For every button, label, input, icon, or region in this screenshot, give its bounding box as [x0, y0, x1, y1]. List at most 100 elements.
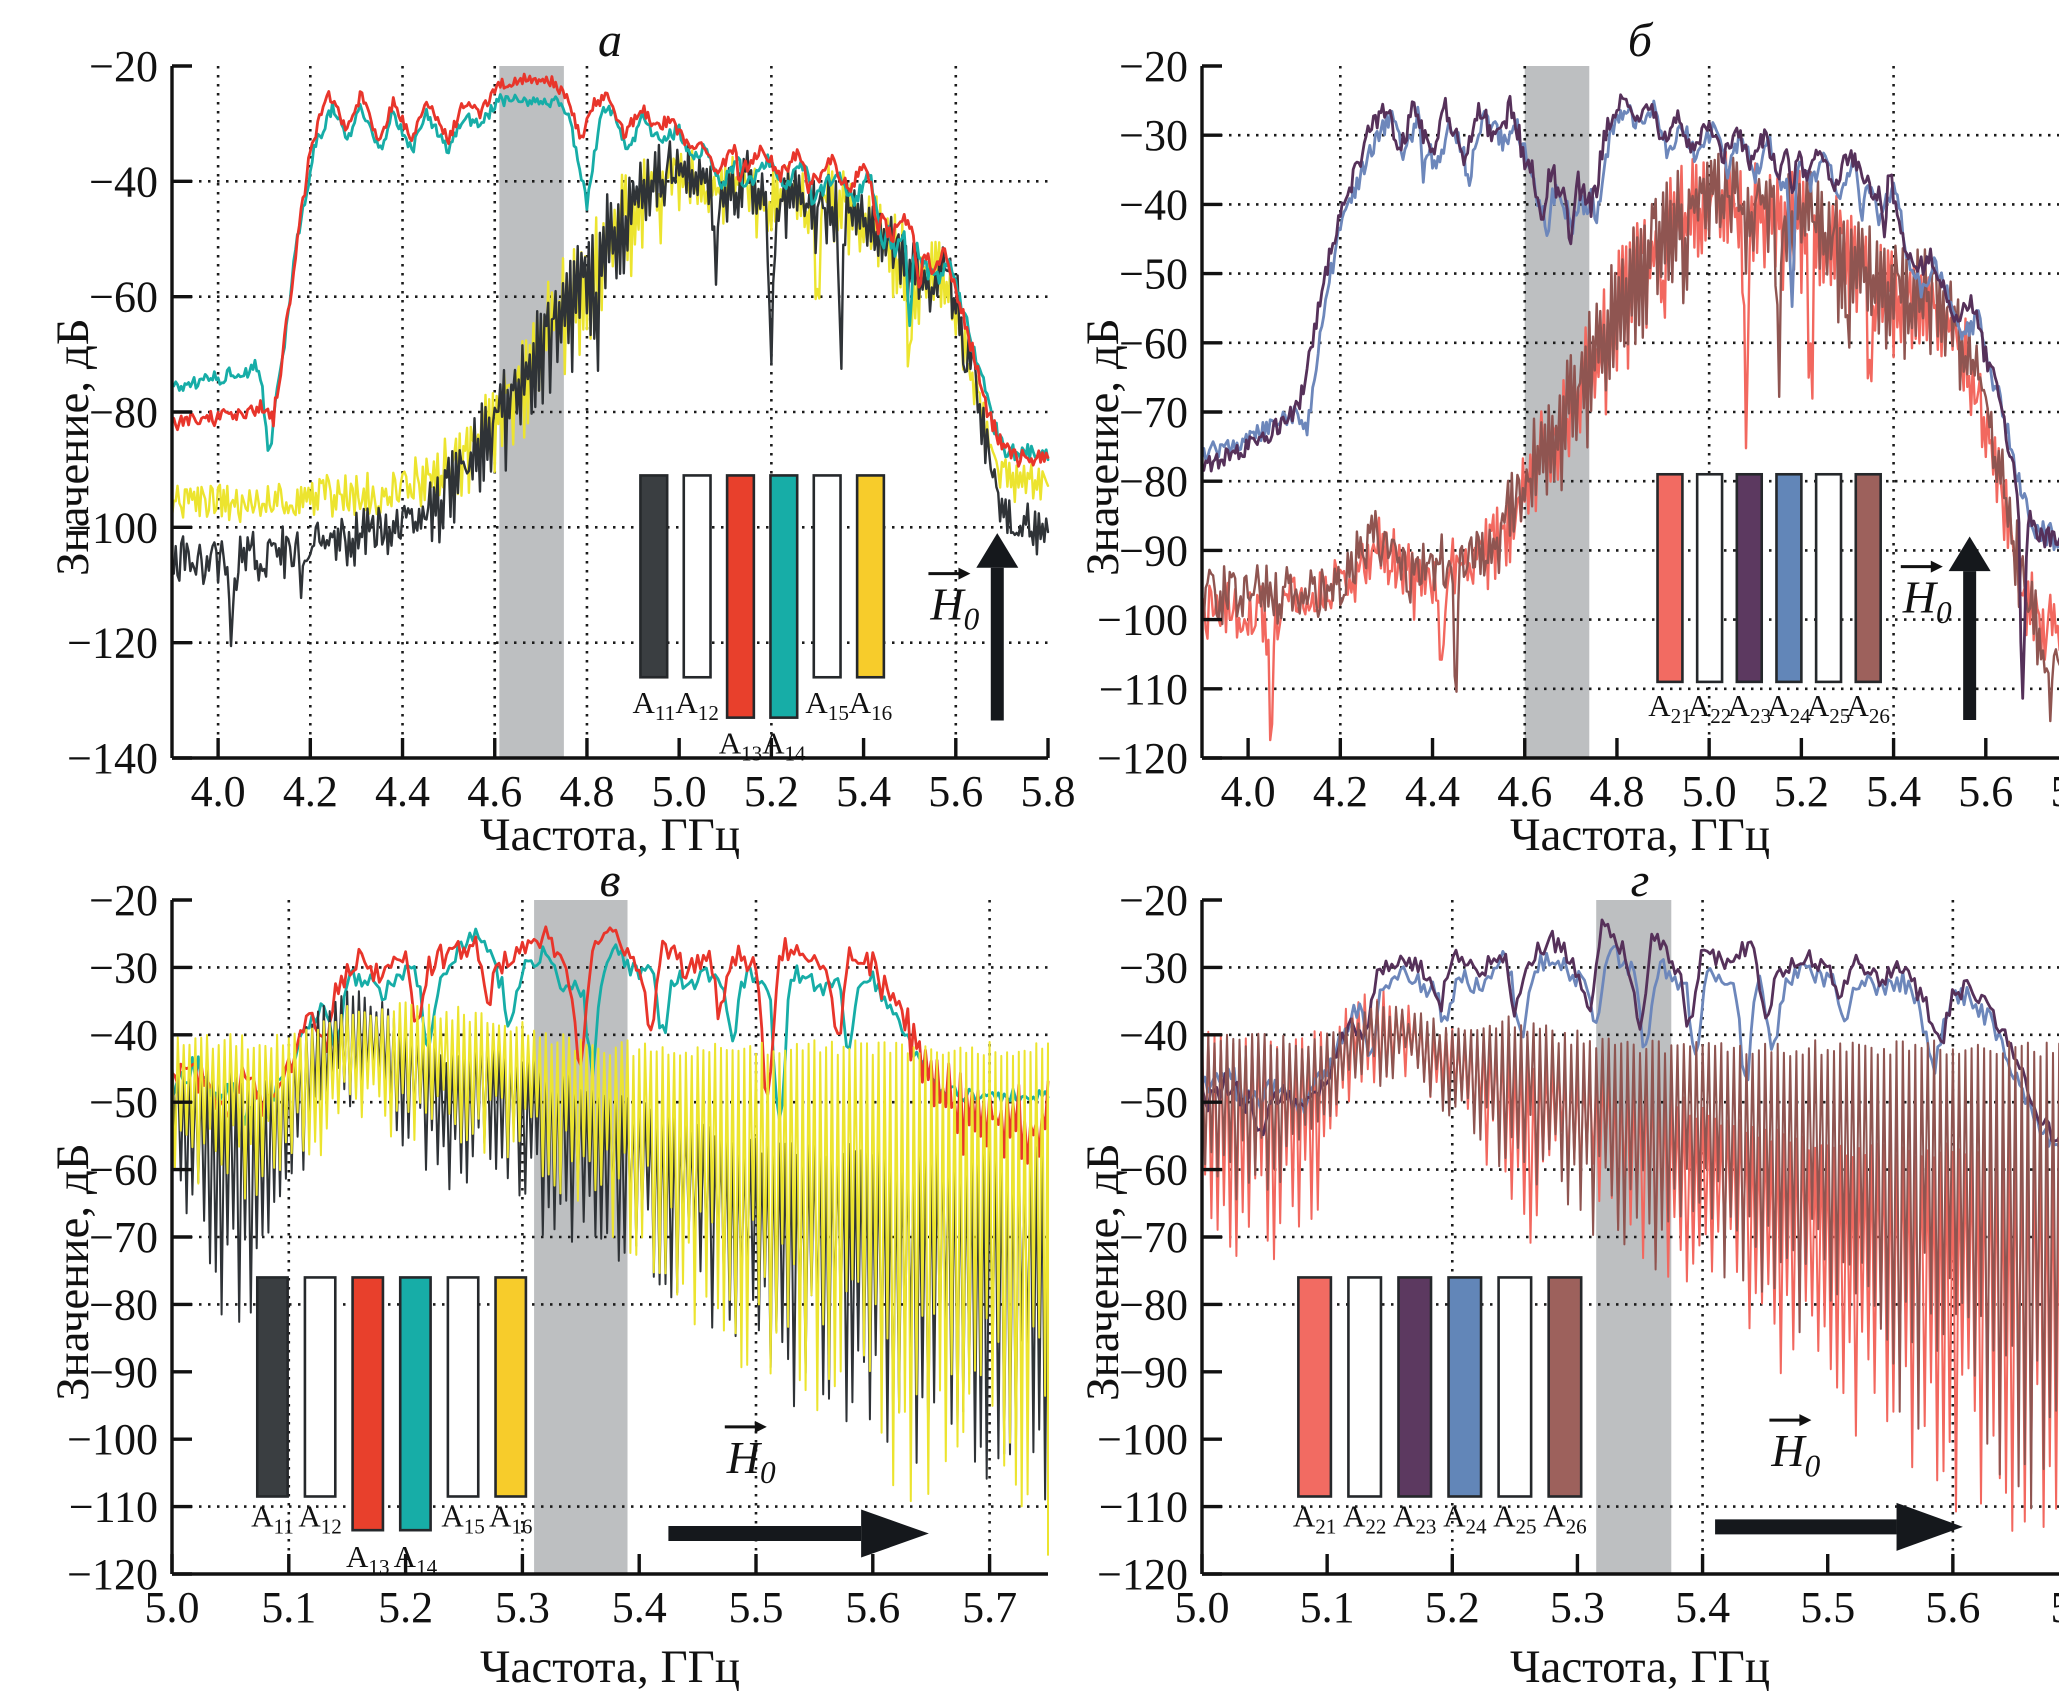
h0-arrow-head — [1897, 1503, 1963, 1551]
y-tick-label: −120 — [67, 1550, 158, 1599]
legend-label-A14: A14 — [394, 1539, 438, 1579]
x-tick-label: 5.1 — [1300, 1583, 1355, 1632]
h0-arrow-head — [1949, 537, 1991, 572]
h0-vector-head — [1799, 1414, 1811, 1426]
axes — [1202, 66, 2059, 758]
x-tick-label: 5.3 — [1550, 1583, 1605, 1632]
y-axis-title: Значение, дБ — [1076, 318, 1130, 576]
y-tick-label: −30 — [1119, 943, 1188, 992]
legend-label-A15: A15 — [441, 1499, 484, 1539]
legend-label-A26: A26 — [1543, 1499, 1586, 1539]
legend-label-A11: A11 — [251, 1499, 294, 1539]
h0-arrow: H0 — [668, 1421, 928, 1558]
y-tick-label: −110 — [1099, 665, 1188, 714]
legend-label-A21: A21 — [1293, 1499, 1336, 1539]
panel-b-plot: 4.04.24.44.64.85.05.25.45.65.8−20−30−40−… — [1070, 16, 2059, 855]
y-tick-label: −40 — [89, 1011, 158, 1060]
legend-bar-A16 — [496, 1277, 526, 1496]
panel-g: г 5.05.15.25.35.45.55.65.7−20−30−40−50−6… — [1070, 856, 2059, 1695]
y-tick-label: −50 — [1119, 250, 1188, 299]
x-tick-label: 5.2 — [1425, 1583, 1480, 1632]
h0-arrow-head — [976, 533, 1018, 568]
legend-label-A24: A24 — [1443, 1499, 1487, 1539]
legend-label-A22: A22 — [1343, 1499, 1386, 1539]
legend-label-A22: A22 — [1688, 688, 1731, 728]
legend-label-A16: A16 — [489, 1499, 532, 1539]
y-tick-label: −140 — [67, 734, 158, 783]
y-tick-label: −60 — [89, 273, 158, 322]
legend-bar-A25 — [1816, 474, 1841, 682]
y-tick-label: −120 — [67, 619, 158, 668]
legend-label-A25: A25 — [1493, 1499, 1536, 1539]
x-tick-label: 5.6 — [1925, 1583, 1980, 1632]
h0-vector-head — [755, 1421, 767, 1433]
x-axis-title: Частота, ГГц — [1202, 1640, 2059, 1694]
y-tick-label: −20 — [89, 876, 158, 925]
h0-arrow-head — [861, 1510, 929, 1558]
y-tick-label: −40 — [89, 157, 158, 206]
y-tick-label: −100 — [1097, 1415, 1188, 1464]
y-tick-label: −100 — [67, 1415, 158, 1464]
h0-vector-head — [958, 568, 970, 580]
y-tick-label: −110 — [1099, 1483, 1188, 1532]
h0-label: H0 — [726, 1432, 776, 1490]
y-tick-label: −50 — [1119, 1078, 1188, 1127]
legend-bar-A21 — [1298, 1277, 1331, 1496]
legend-bar-A14 — [770, 475, 797, 717]
y-tick-label: −100 — [1097, 596, 1188, 645]
legend-label-A26: A26 — [1846, 688, 1889, 728]
gridlines — [1202, 66, 2059, 758]
y-axis-title: Значение, дБ — [46, 318, 100, 576]
legend-bar-A16 — [857, 475, 884, 677]
legend-label-A24: A24 — [1767, 688, 1811, 728]
legend-label-A15: A15 — [805, 685, 848, 725]
y-axis-title: Значение, дБ — [1076, 1143, 1130, 1401]
y-tick-label: −30 — [89, 943, 158, 992]
legend-label-A16: A16 — [849, 685, 892, 725]
gridlines — [172, 66, 1048, 758]
legend-bar-A15 — [814, 475, 841, 677]
legend-label-A11: A11 — [632, 685, 675, 725]
legend-label-A14: A14 — [762, 726, 806, 766]
y-tick-label: −20 — [1119, 876, 1188, 925]
legend-bar-A24 — [1449, 1277, 1482, 1496]
legend-bar-A25 — [1499, 1277, 1532, 1496]
x-tick-label: 5.6 — [845, 1583, 900, 1632]
y-tick-label: −20 — [89, 42, 158, 91]
legend-bar-A22 — [1697, 474, 1722, 682]
h0-arrow: H0 — [1901, 537, 1991, 720]
y-tick-label: −120 — [1097, 1550, 1188, 1599]
legend-label-A21: A21 — [1648, 688, 1691, 728]
x-tick-label: 5.7 — [962, 1583, 1017, 1632]
h0-arrow: H0 — [1715, 1414, 1963, 1551]
x-tick-label: 5.1 — [261, 1583, 316, 1632]
x-tick-label: 5.4 — [1675, 1583, 1730, 1632]
series-A26 — [1202, 154, 2059, 721]
y-tick-label: −40 — [1119, 1011, 1188, 1060]
axes — [172, 66, 1048, 758]
x-tick-label: 5.4 — [612, 1583, 667, 1632]
y-axis-title: Значение, дБ — [46, 1143, 100, 1401]
legend-label-A25: A25 — [1807, 688, 1850, 728]
legend-label-A12: A12 — [675, 685, 718, 725]
legend-bar-A13 — [727, 475, 754, 717]
legend-bar-A24 — [1776, 474, 1801, 682]
series-A13 — [172, 74, 1048, 466]
x-axis-title: Частота, ГГц — [172, 1640, 1048, 1694]
series-A21 — [1202, 152, 2059, 740]
legend-bar-A26 — [1856, 474, 1881, 682]
legend-bar-A26 — [1549, 1277, 1582, 1496]
legend-label-A12: A12 — [298, 1499, 341, 1539]
panel-b: б 4.04.24.44.64.85.05.25.45.65.8−20−30−4… — [1070, 16, 2059, 855]
legend-bar-A13 — [353, 1277, 383, 1530]
legend-bar-A12 — [305, 1277, 335, 1496]
series-A11 — [172, 142, 1048, 647]
legend-label-A13: A13 — [719, 726, 762, 766]
legend-bar-A22 — [1348, 1277, 1381, 1496]
